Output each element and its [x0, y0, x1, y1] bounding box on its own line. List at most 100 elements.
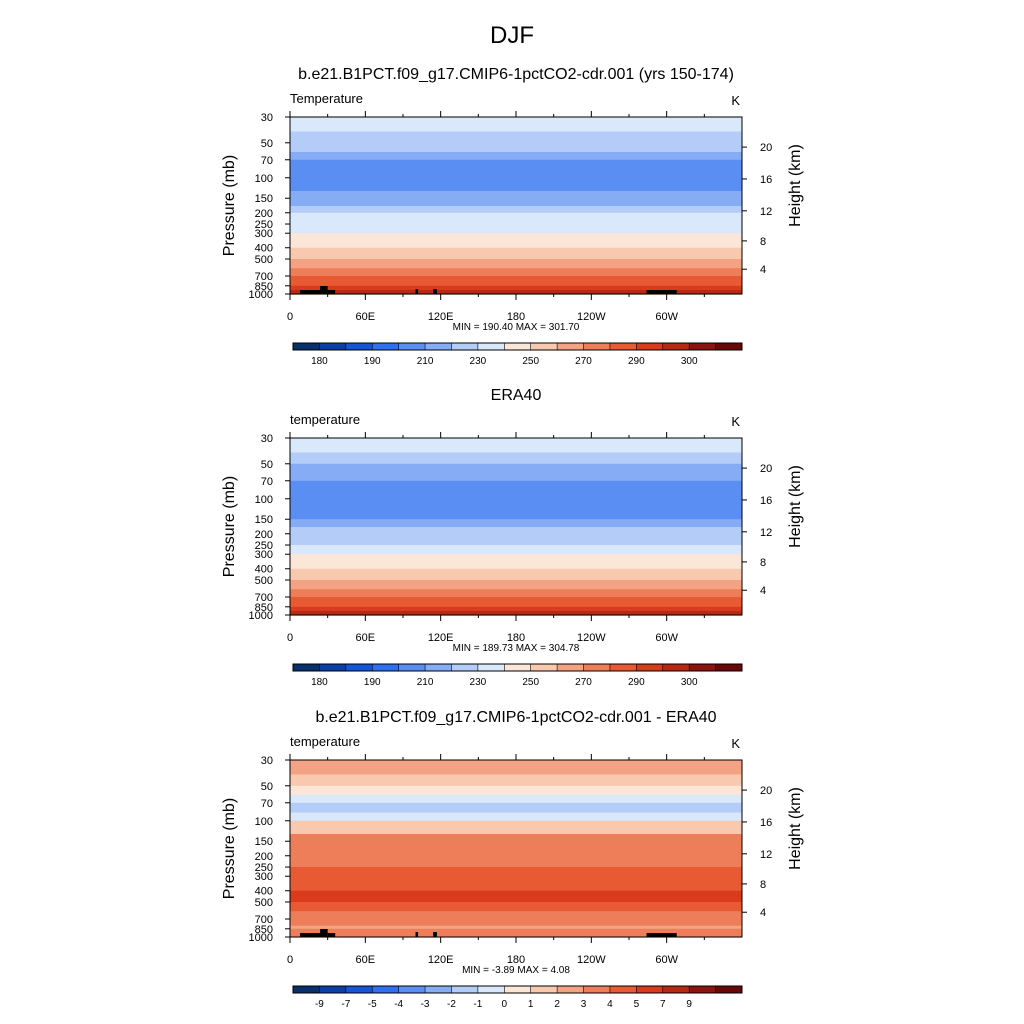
colorbar-label: 210 — [417, 677, 434, 688]
y-tick-label: 30 — [261, 755, 273, 767]
colorbar-label: 210 — [417, 356, 434, 367]
y2-tick-label: 4 — [760, 264, 766, 276]
colorbar-swatch — [689, 343, 716, 350]
data-band — [290, 785, 742, 796]
colorbar-swatch — [425, 664, 452, 671]
y-tick-label: 150 — [255, 193, 273, 205]
colorbar-swatch — [636, 343, 664, 350]
colorbar-label: 290 — [628, 356, 645, 367]
data-band — [290, 212, 742, 225]
data-band — [290, 224, 742, 234]
colorbar-label: 190 — [364, 356, 381, 367]
data-band — [290, 198, 742, 207]
y2-tick-label: 20 — [760, 785, 772, 797]
topography-mark — [433, 932, 437, 937]
colorbar-label: -1 — [473, 999, 482, 1010]
y-tick-label: 1000 — [249, 610, 273, 622]
data-band — [290, 876, 742, 892]
data-band — [290, 918, 742, 927]
x-tick-label: 120W — [577, 632, 606, 644]
x-tick-label: 120E — [428, 311, 454, 323]
y-tick-label: 300 — [255, 871, 273, 883]
data-band — [290, 177, 742, 192]
colorbar-label: 9 — [686, 999, 692, 1010]
colorbar-swatch — [662, 664, 690, 671]
data-band — [290, 928, 742, 938]
y-tick-label: 700 — [255, 592, 273, 604]
y-tick-label: 50 — [261, 459, 273, 471]
colorbar-swatch — [583, 343, 611, 350]
stats-label: MIN = -3.89 MAX = 4.08 — [462, 965, 570, 976]
y-tick-label: 50 — [261, 138, 273, 150]
y-tick-label: 150 — [255, 836, 273, 848]
data-band — [290, 568, 742, 581]
data-band — [290, 480, 742, 500]
colorbar-label: 0 — [502, 999, 508, 1010]
topography-mark — [646, 290, 677, 294]
y2-tick-label: 8 — [760, 236, 766, 248]
data-band — [290, 131, 742, 144]
data-band — [290, 911, 742, 920]
data-band — [290, 142, 742, 153]
colorbar-swatch — [583, 664, 611, 671]
y2-tick-label: 16 — [760, 495, 772, 507]
colorbar-label: 4 — [607, 999, 613, 1010]
colorbar-label: 7 — [660, 999, 666, 1010]
y-tick-label: 30 — [261, 112, 273, 124]
y-tick-label: 850 — [255, 924, 273, 936]
colorbar-label: 250 — [522, 356, 539, 367]
data-band — [290, 268, 742, 277]
colorbar-label: 270 — [575, 356, 592, 367]
data-band — [290, 519, 742, 528]
y-tick-label: 250 — [255, 219, 273, 231]
data-band — [290, 498, 742, 513]
data-band — [290, 554, 742, 570]
colorbar-swatch — [636, 664, 664, 671]
colorbar-swatch — [662, 986, 690, 993]
y-tick-label: 850 — [255, 281, 273, 293]
y-axis-label: Pressure (mb) — [221, 155, 238, 256]
y-tick-label: 300 — [255, 228, 273, 240]
panel-units-label: K — [731, 414, 740, 429]
colorbar-label: 180 — [311, 677, 328, 688]
y2-tick-label: 4 — [760, 907, 766, 919]
data-band — [290, 463, 742, 474]
data-band — [290, 438, 742, 454]
data-band — [290, 596, 742, 603]
topography-mark — [300, 933, 326, 937]
colorbar-label: -9 — [315, 999, 324, 1010]
y-tick-label: 100 — [255, 494, 273, 506]
data-band — [290, 855, 742, 868]
colorbar-label: -4 — [394, 999, 403, 1010]
colorbar-label: 230 — [470, 677, 487, 688]
x-tick-label: 60W — [655, 311, 678, 323]
data-band — [290, 802, 742, 814]
colorbar-label: 180 — [311, 356, 328, 367]
colorbar-swatch — [715, 343, 743, 350]
data-band — [290, 247, 742, 260]
y-tick-label: 70 — [261, 155, 273, 167]
colorbar-swatch — [557, 986, 584, 993]
topography-mark — [646, 933, 677, 937]
colorbar-label: -5 — [368, 999, 377, 1010]
topography-mark — [415, 932, 419, 937]
topography-mark — [320, 286, 328, 294]
data-band — [290, 794, 742, 804]
colorbar-label: 300 — [681, 677, 698, 688]
y2-tick-label: 20 — [760, 463, 772, 475]
topography-mark — [327, 933, 336, 937]
y-tick-label: 400 — [255, 564, 273, 576]
y-axis-label: Pressure (mb) — [221, 476, 238, 577]
data-band — [290, 606, 742, 612]
x-tick-label: 60W — [655, 954, 678, 966]
data-band — [290, 259, 742, 269]
colorbar-label: 300 — [681, 356, 698, 367]
colorbar-swatch — [557, 664, 584, 671]
data-band — [290, 452, 742, 465]
data-band — [290, 925, 742, 930]
y2-tick-label: 12 — [760, 527, 772, 539]
colorbar-swatch — [609, 664, 637, 671]
y2-tick-label: 4 — [760, 585, 766, 597]
data-band — [290, 602, 742, 608]
